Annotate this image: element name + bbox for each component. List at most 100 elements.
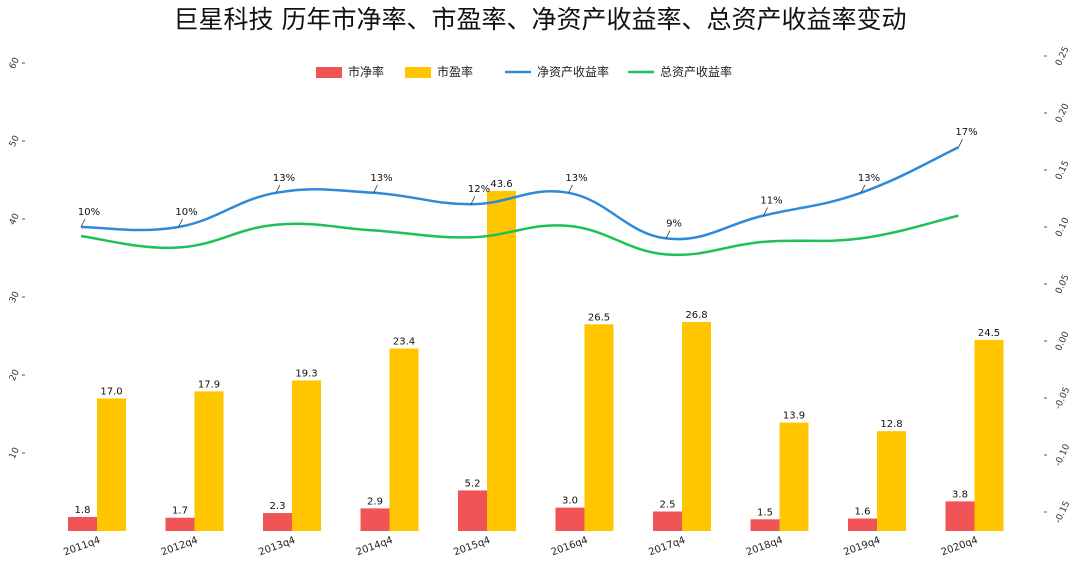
- pe-data-label: 17.0: [100, 386, 122, 397]
- x-tick-label: 2015q4: [452, 535, 492, 558]
- legend-swatch: [316, 67, 342, 78]
- pe-data-label: 12.8: [880, 419, 902, 430]
- pe-bar: [389, 348, 419, 531]
- pb-bar: [555, 507, 585, 531]
- pe-bar: [194, 391, 224, 531]
- roe-data-label: 10%: [175, 207, 197, 218]
- pe-bar: [974, 339, 1004, 531]
- legend-label: 市盈率: [437, 64, 473, 79]
- pe-data-label: 24.5: [978, 328, 1000, 339]
- roe-label-leader: [958, 139, 963, 148]
- pb-data-label: 2.5: [660, 500, 676, 511]
- roe-data-label: 17%: [955, 127, 977, 138]
- left-y-tick: 50: [8, 134, 22, 149]
- chart-title: 巨星科技 历年市净率、市盈率、净资产收益率、总资产收益率变动: [174, 5, 907, 34]
- pb-bar: [68, 516, 97, 531]
- pb-bar: [750, 519, 780, 531]
- roe-data-label: 13%: [858, 173, 880, 184]
- pb-data-label: 2.9: [367, 496, 383, 507]
- roe-label-leader: [860, 184, 866, 193]
- lines: 10% 10% 13% 13% 12% 13% 9% 11% 13% 17%: [78, 127, 978, 257]
- roa-line: [80, 214, 959, 257]
- pb-bar: [165, 517, 195, 531]
- right-y-tick: 0.05: [1054, 273, 1072, 295]
- x-tick-label: 2012q4: [160, 535, 200, 558]
- roe-label-leader: [178, 218, 183, 228]
- pb-bar: [848, 518, 877, 531]
- roe-label-leader: [373, 184, 378, 193]
- x-tick-label: 2016q4: [550, 535, 590, 558]
- left-y-tick: 40: [8, 212, 22, 227]
- roe-label-leader: [763, 207, 768, 216]
- x-tick-label: 2019q4: [842, 535, 882, 558]
- pb-data-label: 2.3: [270, 501, 286, 512]
- pe-bar: [682, 321, 711, 531]
- pe-data-label: 26.8: [685, 310, 707, 321]
- pe-bar: [97, 398, 126, 531]
- pb-bar: [653, 511, 682, 531]
- x-tick-label: 2020q4: [940, 535, 980, 558]
- roe-data-label: 11%: [760, 196, 782, 207]
- pe-data-label: 26.5: [588, 312, 610, 323]
- left-y-tick: 10: [8, 446, 22, 461]
- right-y-tick: 0.20: [1054, 102, 1072, 125]
- left-y-tick: 60: [8, 56, 22, 71]
- right-y-tick: 0.15: [1054, 159, 1072, 181]
- pb-data-label: 1.5: [757, 507, 773, 518]
- left-y-tick: 30: [8, 290, 22, 305]
- right-y-axis: 0.25 0.20 0.15 0.10 0.05 0.00 -0.05 -0.10 -0.15: [1044, 45, 1072, 525]
- roe-data-label: 13%: [273, 173, 295, 184]
- pb-data-label: 3.8: [952, 489, 968, 500]
- roe-label-leader: [80, 218, 86, 228]
- pb-data-label: 3.0: [562, 496, 578, 507]
- roe-label-leader: [470, 196, 476, 205]
- pe-data-label: 19.3: [295, 368, 317, 379]
- roe-label-leader: [665, 230, 671, 239]
- right-y-tick: -0.05: [1053, 386, 1072, 411]
- x-axis: 2011q4 2012q4 2013q4 2014q4 2015q4 2016q4 2017…: [62, 535, 979, 558]
- left-y-axis: 10 20 30 40 50 60: [8, 56, 25, 461]
- pb-data-label: 1.7: [172, 506, 188, 517]
- pe-bar: [487, 190, 516, 532]
- pb-bar: [458, 490, 487, 531]
- pe-bar: [877, 431, 906, 531]
- roe-label-leader: [275, 184, 281, 193]
- roe-label-leader: [568, 184, 573, 193]
- right-y-tick: 0.00: [1054, 330, 1072, 353]
- roe-line: [80, 146, 960, 241]
- legend-label: 总资产收益率: [660, 64, 732, 79]
- legend: 市净率 市盈率 净资产收益率 总资产收益率: [316, 64, 732, 79]
- legend-label: 市净率: [348, 64, 384, 79]
- right-y-tick: -0.15: [1053, 500, 1072, 525]
- roe-data-label: 9%: [666, 218, 682, 229]
- roe-data-label: 12%: [468, 184, 490, 195]
- pe-bar: [584, 324, 614, 531]
- legend-swatch: [405, 67, 431, 78]
- pb-data-label: 1.8: [75, 505, 91, 516]
- legend-label: 净资产收益率: [537, 64, 609, 79]
- pe-data-label: 43.6: [490, 179, 512, 190]
- roe-data-label: 10%: [78, 207, 100, 218]
- x-tick-label: 2013q4: [257, 535, 297, 558]
- right-y-tick: -0.10: [1053, 443, 1072, 469]
- x-tick-label: 2017q4: [647, 535, 687, 558]
- pb-bar: [945, 501, 975, 531]
- roe-data-label: 13%: [565, 173, 587, 184]
- pe-bar: [779, 422, 809, 531]
- x-tick-label: 2018q4: [745, 535, 785, 558]
- x-tick-label: 2011q4: [62, 535, 102, 558]
- right-y-tick: 0.10: [1054, 216, 1072, 239]
- bars: 1.8 1.7 2.3 2.9 5.2 3.0 2.5 1.5 1.6 3.8 17.0 17.9 19…: [68, 179, 1004, 532]
- pe-data-label: 23.4: [393, 336, 415, 347]
- x-tick-label: 2014q4: [355, 535, 395, 558]
- pe-data-label: 13.9: [783, 411, 805, 422]
- roe-data-label: 13%: [370, 173, 392, 184]
- pe-data-label: 17.9: [198, 379, 220, 390]
- pb-bar: [263, 513, 292, 531]
- pb-bar: [360, 508, 390, 531]
- pe-bar: [292, 380, 321, 531]
- pb-data-label: 5.2: [465, 478, 481, 489]
- right-y-tick: 0.25: [1054, 45, 1072, 67]
- left-y-tick: 20: [8, 368, 22, 383]
